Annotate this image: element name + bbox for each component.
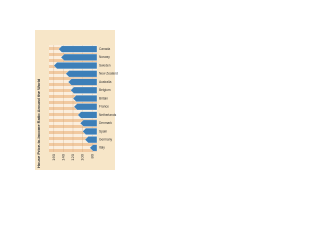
y-tick-label: 140 — [60, 153, 65, 160]
y-tick-label: 100 — [80, 153, 85, 160]
house-bar — [58, 45, 98, 53]
category-label: Sweden — [99, 63, 111, 67]
house-bar — [70, 86, 98, 94]
rotated-chart: House Price-to-Income Ratio Around the W… — [35, 30, 118, 170]
category-label: Belgium — [99, 88, 111, 92]
house-bar — [82, 127, 98, 135]
y-tick-label: 160 — [51, 153, 56, 160]
house-bar — [72, 95, 98, 102]
house-bar — [73, 103, 98, 111]
house-bar — [89, 144, 98, 152]
house-bar — [84, 136, 98, 144]
house-bar — [79, 119, 98, 127]
category-label: Norway — [99, 55, 110, 59]
house-bar — [67, 78, 98, 86]
house-bar — [77, 111, 98, 119]
y-tick-label: 80 — [89, 153, 94, 158]
category-label: Britain — [99, 96, 108, 100]
category-label: Spain — [99, 129, 107, 133]
category-label: Australia — [99, 80, 112, 84]
y-tick-label: 120 — [70, 153, 75, 160]
chart-title: House Price-to-Income Ratio Around the W… — [36, 78, 41, 168]
house-bar — [60, 53, 98, 61]
category-label: Netherlands — [99, 113, 117, 117]
category-label: Italy — [99, 146, 105, 150]
house-bar — [53, 62, 98, 70]
chart: House Price-to-Income Ratio Around the W… — [35, 30, 118, 170]
category-label: France — [99, 105, 109, 109]
category-label: Denmark — [99, 121, 112, 125]
category-label: New Zealand — [99, 72, 118, 76]
category-label: Canada — [99, 47, 110, 51]
category-label: Germany — [99, 137, 113, 141]
page: {"chart_data": {"type": "house-bar", "ti… — [0, 0, 149, 198]
house-bar — [65, 70, 98, 78]
